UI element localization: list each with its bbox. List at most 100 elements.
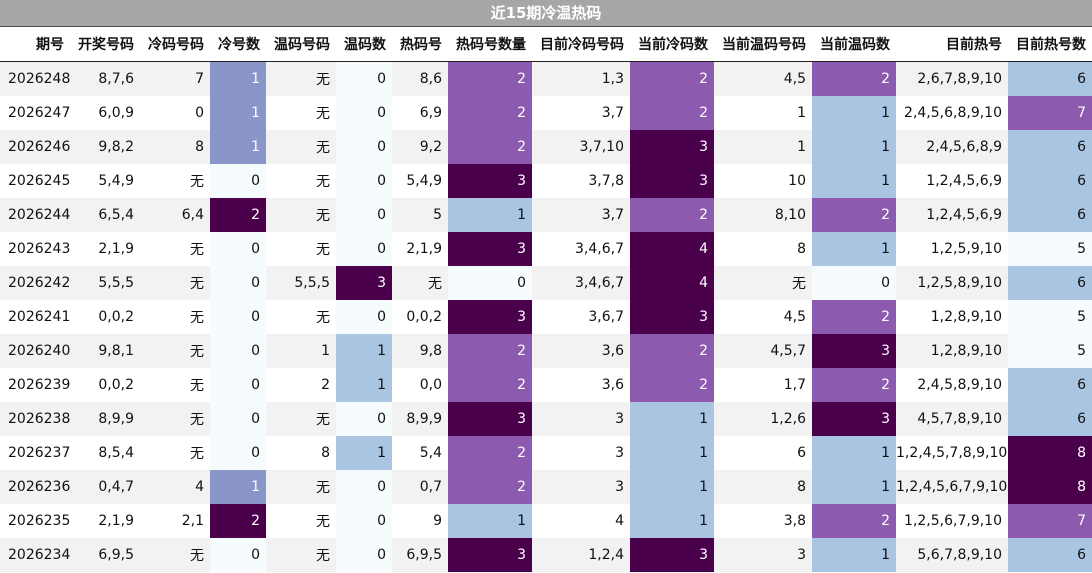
table-cell: 0 bbox=[336, 504, 392, 538]
table-cell: 无 bbox=[266, 538, 336, 572]
table-cell: 6,5,4 bbox=[70, 198, 140, 232]
table-cell: 8 bbox=[140, 130, 210, 164]
table-cell: 2,1 bbox=[140, 504, 210, 538]
table-cell: 5,5,5 bbox=[70, 266, 140, 300]
col-header: 热码号 bbox=[392, 27, 448, 62]
table-cell: 2026244 bbox=[0, 198, 70, 232]
table-cell: 6,9,5 bbox=[70, 538, 140, 572]
table-row: 2026240 9,8,1 无 0 1 1 9,8 2 3,6 2 4,5,7 3 1,2,8,9,10… bbox=[0, 334, 1092, 368]
table-cell: 无 bbox=[140, 266, 210, 300]
table-cell: 0 bbox=[210, 538, 266, 572]
table-cell: 无 bbox=[266, 96, 336, 130]
table-cell: 无 bbox=[140, 436, 210, 470]
table-cell: 1 bbox=[336, 436, 392, 470]
table-cell: 3 bbox=[532, 470, 630, 504]
table-cell: 0 bbox=[336, 402, 392, 436]
table-cell: 6 bbox=[1008, 368, 1092, 402]
table-row: 2026239 0,0,2 无 0 2 1 0,0 2 3,6 2 1,7 2 2,4,5,8,9,10… bbox=[0, 368, 1092, 402]
table-cell: 0 bbox=[210, 232, 266, 266]
table-cell: 6 bbox=[1008, 164, 1092, 198]
table-cell: 9,8,1 bbox=[70, 334, 140, 368]
table-cell: 1 bbox=[630, 402, 714, 436]
table-cell: 8 bbox=[1008, 436, 1092, 470]
table-row: 2026235 2,1,9 2,1 2 无 0 9 1 4 1 3,8 2 1,2,5,6,7,9,10… bbox=[0, 504, 1092, 538]
table-cell: 9,8,2 bbox=[70, 130, 140, 164]
table-cell: 3 bbox=[448, 300, 532, 334]
table-cell: 2 bbox=[266, 368, 336, 402]
col-header: 当前冷码数 bbox=[630, 27, 714, 62]
table-cell: 5 bbox=[1008, 300, 1092, 334]
table-cell: 4,5,7,8,9,10 bbox=[896, 402, 1008, 436]
table-cell: 3,8 bbox=[714, 504, 812, 538]
table-cell: 9,8 bbox=[392, 334, 448, 368]
table-cell: 1 bbox=[812, 538, 896, 572]
table-cell: 2,4,5,6,8,9,10 bbox=[896, 96, 1008, 130]
table-row: 2026244 6,5,4 6,4 2 无 0 5 1 3,7 2 8,10 2 1,2,4,5,6,9… bbox=[0, 198, 1092, 232]
col-header: 冷号数 bbox=[210, 27, 266, 62]
table-cell: 2,1,9 bbox=[70, 504, 140, 538]
table-cell: 3 bbox=[630, 130, 714, 164]
table-cell: 2 bbox=[448, 61, 532, 96]
table-cell: 1 bbox=[714, 96, 812, 130]
table-cell: 2 bbox=[630, 96, 714, 130]
table-cell: 10 bbox=[714, 164, 812, 198]
table-cell: 3 bbox=[532, 402, 630, 436]
table-cell: 1,2,4,5,6,7,9,10 bbox=[896, 470, 1008, 504]
table-cell: 2026239 bbox=[0, 368, 70, 402]
table-cell: 8,9,9 bbox=[70, 402, 140, 436]
table-row: 2026248 8,7,6 7 1 无 0 8,6 2 1,3 2 4,5 2 2,6,7,8,9,10… bbox=[0, 61, 1092, 96]
table-cell: 3 bbox=[336, 266, 392, 300]
table-row: 2026237 8,5,4 无 0 8 1 5,4 2 3 1 6 1 1,2,4,5,7,8,9,10… bbox=[0, 436, 1092, 470]
table-cell: 2 bbox=[812, 504, 896, 538]
table-cell: 6,0,9 bbox=[70, 96, 140, 130]
table-cell: 2026246 bbox=[0, 130, 70, 164]
table-cell: 2026247 bbox=[0, 96, 70, 130]
table-cell: 2026237 bbox=[0, 436, 70, 470]
table-cell: 无 bbox=[140, 334, 210, 368]
table-cell: 1,7 bbox=[714, 368, 812, 402]
table-cell: 2,1,9 bbox=[392, 232, 448, 266]
table-cell: 1 bbox=[210, 61, 266, 96]
table-cell: 6,9 bbox=[392, 96, 448, 130]
table-cell: 7 bbox=[140, 61, 210, 96]
table-cell: 1,2,5,8,9,10 bbox=[896, 266, 1008, 300]
table-cell: 2026238 bbox=[0, 402, 70, 436]
table-cell: 6,9,5 bbox=[392, 538, 448, 572]
table-cell: 3 bbox=[630, 538, 714, 572]
table-cell: 5,4,9 bbox=[70, 164, 140, 198]
col-header: 当前温码号码 bbox=[714, 27, 812, 62]
table-cell: 9 bbox=[392, 504, 448, 538]
table-cell: 2 bbox=[448, 130, 532, 164]
table-cell: 2026240 bbox=[0, 334, 70, 368]
table-cell: 无 bbox=[140, 300, 210, 334]
table-cell: 5,6,7,8,9,10 bbox=[896, 538, 1008, 572]
table-cell: 3 bbox=[532, 436, 630, 470]
table-cell: 2 bbox=[630, 198, 714, 232]
table-cell: 1 bbox=[812, 232, 896, 266]
table-cell: 2026234 bbox=[0, 538, 70, 572]
table-cell: 1 bbox=[210, 470, 266, 504]
table-row: 2026238 8,9,9 无 0 无 0 8,9,9 3 3 1 1,2,6 3 4,5,7,8,9,… bbox=[0, 402, 1092, 436]
table-cell: 2 bbox=[448, 470, 532, 504]
col-header: 开奖号码 bbox=[70, 27, 140, 62]
table-cell: 0,4,7 bbox=[70, 470, 140, 504]
table-cell: 2026245 bbox=[0, 164, 70, 198]
table-cell: 1,2,4,5,6,9 bbox=[896, 164, 1008, 198]
table-cell: 0 bbox=[210, 300, 266, 334]
table-cell: 6 bbox=[1008, 266, 1092, 300]
table-cell: 4 bbox=[630, 232, 714, 266]
table-cell: 1,2,4,5,7,8,9,10 bbox=[896, 436, 1008, 470]
table-cell: 无 bbox=[266, 130, 336, 164]
table-cell: 2 bbox=[210, 504, 266, 538]
table-cell: 8,9,9 bbox=[392, 402, 448, 436]
header-row: 期号 开奖号码 冷码号码 冷号数 温码号码 温码数 热码号 热码号数量 目前冷码… bbox=[0, 27, 1092, 62]
table-cell: 6 bbox=[1008, 61, 1092, 96]
table-cell: 8 bbox=[266, 436, 336, 470]
table-cell: 3,6 bbox=[532, 334, 630, 368]
table-cell: 0 bbox=[336, 300, 392, 334]
table-cell: 2 bbox=[812, 368, 896, 402]
col-header: 冷码号码 bbox=[140, 27, 210, 62]
table-cell: 7 bbox=[1008, 504, 1092, 538]
table-cell: 3,7,10 bbox=[532, 130, 630, 164]
